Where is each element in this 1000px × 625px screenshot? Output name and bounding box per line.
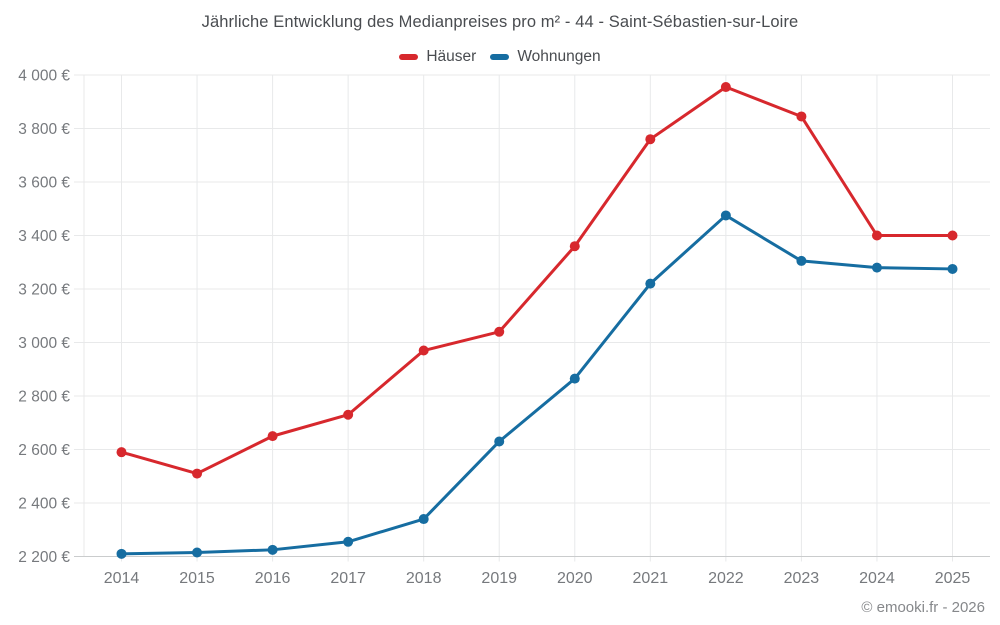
x-axis-label: 2024 <box>859 570 895 587</box>
x-axis-label: 2018 <box>406 570 442 587</box>
wohnungen-point[interactable] <box>267 544 278 555</box>
wohnungen-point[interactable] <box>343 536 354 547</box>
y-axis-label: 3 000 € <box>18 335 70 352</box>
haeuser-point[interactable] <box>796 111 807 122</box>
y-axis-label: 3 800 € <box>18 121 70 138</box>
wohnungen-point[interactable] <box>494 436 505 447</box>
y-axis-label: 3 600 € <box>18 175 70 192</box>
haeuser-point[interactable] <box>116 447 127 458</box>
wohnungen-point[interactable] <box>569 373 580 384</box>
haeuser-point[interactable] <box>569 241 580 252</box>
y-axis-label: 3 400 € <box>18 228 70 245</box>
x-axis-label: 2017 <box>330 570 366 587</box>
legend-item-wohnungen[interactable]: Wohnungen <box>490 48 601 66</box>
x-axis-label: 2022 <box>708 570 744 587</box>
haeuser-point[interactable] <box>947 230 958 241</box>
wohnungen-point[interactable] <box>871 262 882 273</box>
wohnungen-point[interactable] <box>645 278 656 289</box>
legend-swatch-wohnungen <box>490 54 510 60</box>
y-axis-label: 2 600 € <box>18 442 70 459</box>
x-axis-label: 2025 <box>935 570 971 587</box>
haeuser-point[interactable] <box>267 431 278 442</box>
wohnungen-point[interactable] <box>116 548 127 559</box>
haeuser-point[interactable] <box>418 345 429 356</box>
y-axis-label: 2 200 € <box>18 549 70 566</box>
legend-label: Wohnungen <box>517 48 601 65</box>
x-axis-label: 2021 <box>633 570 669 587</box>
y-axis-label: 3 200 € <box>18 282 70 299</box>
x-axis-label: 2014 <box>104 570 140 587</box>
haeuser-point[interactable] <box>192 468 203 479</box>
wohnungen-point[interactable] <box>947 263 958 274</box>
chart-title: Jährliche Entwicklung des Medianpreises … <box>201 13 799 31</box>
legend-label: Häuser <box>426 48 477 65</box>
y-axis-label: 4 000 € <box>18 68 70 85</box>
haeuser-point[interactable] <box>645 134 656 145</box>
haeuser-point[interactable] <box>494 326 505 337</box>
legend-swatch-haeuser <box>399 54 419 60</box>
chart-legend: Häuser Wohnungen <box>0 48 1000 66</box>
wohnungen-line <box>120 213 954 556</box>
x-axis-label: 2016 <box>255 570 291 587</box>
haeuser-point[interactable] <box>720 82 731 93</box>
x-axis-label: 2020 <box>557 570 593 587</box>
legend-item-haeuser[interactable]: Häuser <box>399 48 476 66</box>
y-axis-label: 2 800 € <box>18 389 70 406</box>
y-axis-label: 2 400 € <box>18 496 70 513</box>
haeuser-line <box>120 85 954 476</box>
x-axis-label: 2015 <box>179 570 215 587</box>
wohnungen-point[interactable] <box>720 210 731 221</box>
wohnungen-point[interactable] <box>192 547 203 558</box>
x-axis-label: 2023 <box>784 570 820 587</box>
haeuser-point[interactable] <box>343 409 354 420</box>
wohnungen-point[interactable] <box>796 255 807 266</box>
x-axis-label: 2019 <box>481 570 517 587</box>
wohnungen-point[interactable] <box>418 514 429 525</box>
copyright-credit: © emooki.fr - 2026 <box>861 599 985 616</box>
haeuser-point[interactable] <box>871 230 882 241</box>
